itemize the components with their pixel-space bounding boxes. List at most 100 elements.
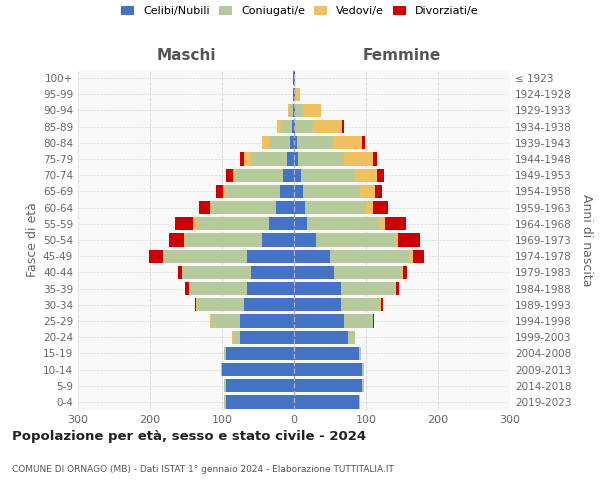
Bar	[196, 298, 197, 312]
Bar	[292, 120, 294, 134]
Bar	[294, 136, 297, 149]
Text: Maschi: Maschi	[156, 48, 216, 62]
Bar	[193, 217, 197, 230]
Bar	[247, 250, 294, 263]
Bar	[184, 234, 186, 246]
Bar	[194, 298, 196, 312]
Bar	[344, 314, 373, 328]
Bar	[381, 298, 383, 312]
Bar	[362, 136, 365, 149]
Bar	[413, 250, 424, 263]
Bar	[294, 298, 341, 312]
Bar	[403, 266, 407, 279]
Bar	[262, 136, 269, 149]
Bar	[334, 266, 402, 279]
Bar	[178, 266, 182, 279]
Bar	[240, 152, 244, 166]
Bar	[269, 136, 290, 149]
Bar	[294, 120, 295, 134]
Bar	[186, 234, 262, 246]
Bar	[251, 152, 287, 166]
Bar	[216, 185, 223, 198]
Bar	[199, 201, 210, 214]
Bar	[302, 104, 320, 117]
Bar	[341, 282, 395, 295]
Bar	[294, 201, 305, 214]
Bar	[294, 234, 316, 246]
Bar	[240, 330, 294, 344]
Bar	[293, 88, 294, 101]
Bar	[385, 217, 406, 230]
Bar	[373, 201, 388, 214]
Bar	[244, 298, 294, 312]
Bar	[269, 217, 294, 230]
Bar	[359, 346, 361, 360]
Bar	[189, 282, 190, 295]
Bar	[287, 104, 289, 117]
Bar	[360, 185, 374, 198]
Bar	[294, 379, 362, 392]
Bar	[301, 168, 355, 182]
Bar	[374, 185, 382, 198]
Bar	[297, 136, 333, 149]
Bar	[283, 168, 294, 182]
Bar	[211, 201, 276, 214]
Bar	[232, 330, 233, 344]
Bar	[289, 104, 293, 117]
Bar	[223, 185, 226, 198]
Bar	[395, 234, 398, 246]
Bar	[302, 185, 360, 198]
Bar	[296, 88, 300, 101]
Bar	[333, 136, 362, 149]
Bar	[226, 346, 294, 360]
Bar	[294, 104, 295, 117]
Legend: Celibi/Nubili, Coniugati/e, Vedovi/e, Divorziati/e: Celibi/Nubili, Coniugati/e, Vedovi/e, Di…	[121, 6, 479, 16]
Bar	[247, 282, 294, 295]
Bar	[251, 266, 294, 279]
Bar	[316, 234, 395, 246]
Bar	[226, 185, 280, 198]
Bar	[377, 168, 384, 182]
Bar	[342, 120, 344, 134]
Bar	[330, 250, 409, 263]
Bar	[210, 201, 211, 214]
Bar	[295, 120, 313, 134]
Bar	[185, 282, 189, 295]
Bar	[294, 152, 298, 166]
Bar	[182, 266, 251, 279]
Bar	[294, 330, 348, 344]
Bar	[359, 396, 360, 408]
Bar	[287, 152, 294, 166]
Bar	[224, 379, 226, 392]
Bar	[341, 298, 380, 312]
Bar	[348, 330, 355, 344]
Bar	[362, 363, 364, 376]
Bar	[290, 136, 294, 149]
Bar	[294, 346, 359, 360]
Bar	[226, 168, 233, 182]
Bar	[169, 234, 184, 246]
Bar	[379, 217, 385, 230]
Bar	[366, 201, 373, 214]
Y-axis label: Fasce di età: Fasce di età	[26, 202, 39, 278]
Bar	[307, 217, 379, 230]
Bar	[233, 330, 240, 344]
Bar	[355, 168, 377, 182]
Bar	[294, 88, 295, 101]
Bar	[197, 217, 269, 230]
Bar	[244, 152, 251, 166]
Bar	[226, 379, 294, 392]
Text: Popolazione per età, sesso e stato civile - 2024: Popolazione per età, sesso e stato civil…	[12, 430, 366, 443]
Bar	[298, 152, 344, 166]
Bar	[294, 217, 307, 230]
Bar	[295, 88, 296, 101]
Bar	[395, 282, 399, 295]
Bar	[210, 314, 211, 328]
Bar	[149, 250, 163, 263]
Bar	[373, 314, 374, 328]
Text: COMUNE DI ORNAGO (MB) - Dati ISTAT 1° gennaio 2024 - Elaborazione TUTTITALIA.IT: COMUNE DI ORNAGO (MB) - Dati ISTAT 1° ge…	[12, 465, 394, 474]
Bar	[293, 104, 294, 117]
Bar	[402, 266, 403, 279]
Bar	[277, 120, 281, 134]
Bar	[226, 396, 294, 408]
